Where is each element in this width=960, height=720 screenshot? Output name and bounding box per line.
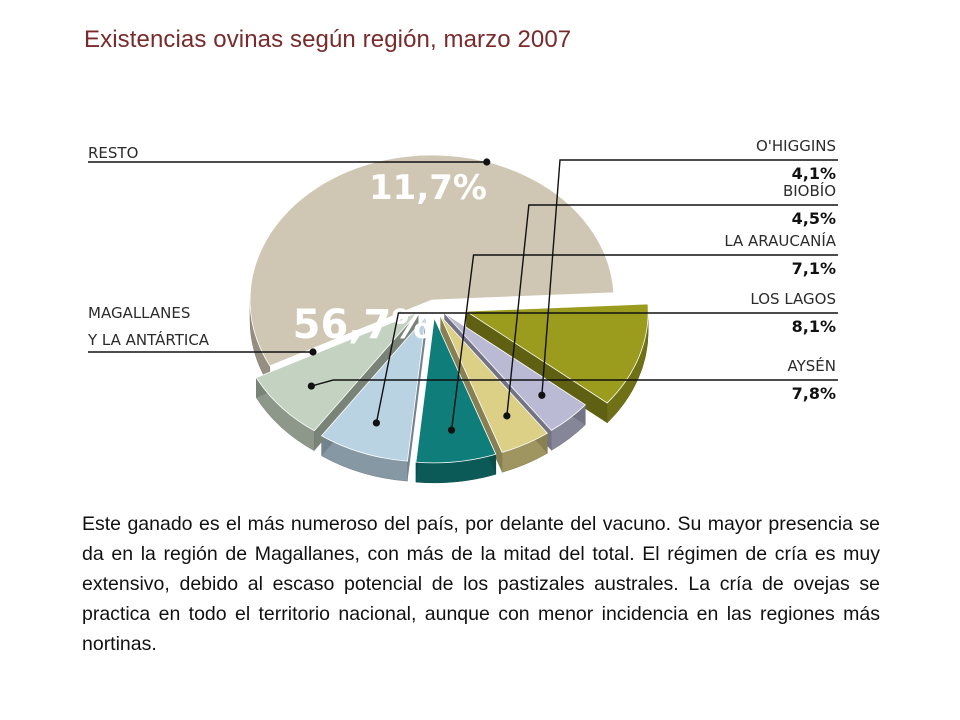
leader-dot: [309, 348, 317, 356]
pie-slice-side: [466, 311, 608, 423]
pie-slice-side: [407, 316, 426, 482]
leader-dot: [447, 426, 456, 434]
pie-slice: [440, 315, 549, 453]
description-paragraph: Este ganado es el más numeroso del país,…: [82, 513, 880, 655]
pie-slice: [320, 315, 427, 462]
leader-dot: [372, 419, 380, 427]
leader-line: [450, 254, 838, 431]
pie-slice: [255, 311, 419, 432]
slice-label: LA ARAUCANÍA: [724, 231, 836, 250]
leader-line: [506, 204, 838, 416]
pie-chart: 56,7% 11,7% RESTO MAGALLANES Y LA ANTÁRTICA O…: [87, 137, 838, 484]
slice-label: LOS LAGOS: [750, 290, 836, 308]
pie-slice: [249, 154, 615, 367]
slice-value: 8,1%: [792, 317, 836, 336]
slice-label: Y LA ANTÁRTICA: [87, 330, 210, 349]
slice-value-label: 11,7%: [369, 168, 487, 208]
leader-dot: [538, 391, 546, 399]
leader-dot: [503, 412, 511, 420]
pie-slice: [444, 312, 586, 431]
slice-label: AYSÉN: [788, 356, 836, 375]
chart-title: Existencias ovinas según región, marzo 2…: [84, 26, 572, 53]
leader-dot: [483, 158, 491, 166]
slice-value: 7,1%: [792, 259, 836, 278]
slice-label: BIOBÍO: [783, 181, 836, 200]
pie-slice: [464, 303, 649, 404]
slice-label: RESTO: [88, 144, 138, 162]
leader-line: [375, 312, 838, 424]
leader-line: [311, 379, 838, 387]
slice-value-label: 56,7%: [293, 302, 432, 348]
slice-value: 4,5%: [792, 209, 836, 228]
leader-line: [541, 159, 838, 396]
slice-label: O'HIGGINS: [756, 137, 836, 155]
slice-value: 4,1%: [792, 164, 836, 183]
slice-value: 7,8%: [792, 384, 836, 403]
slice-label: MAGALLANES: [88, 304, 190, 322]
leader-dot: [307, 382, 315, 390]
